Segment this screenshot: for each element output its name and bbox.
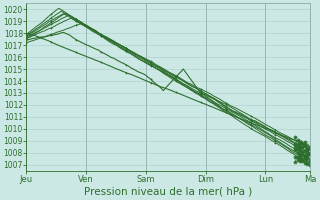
X-axis label: Pression niveau de la mer( hPa ): Pression niveau de la mer( hPa ) <box>84 187 252 197</box>
